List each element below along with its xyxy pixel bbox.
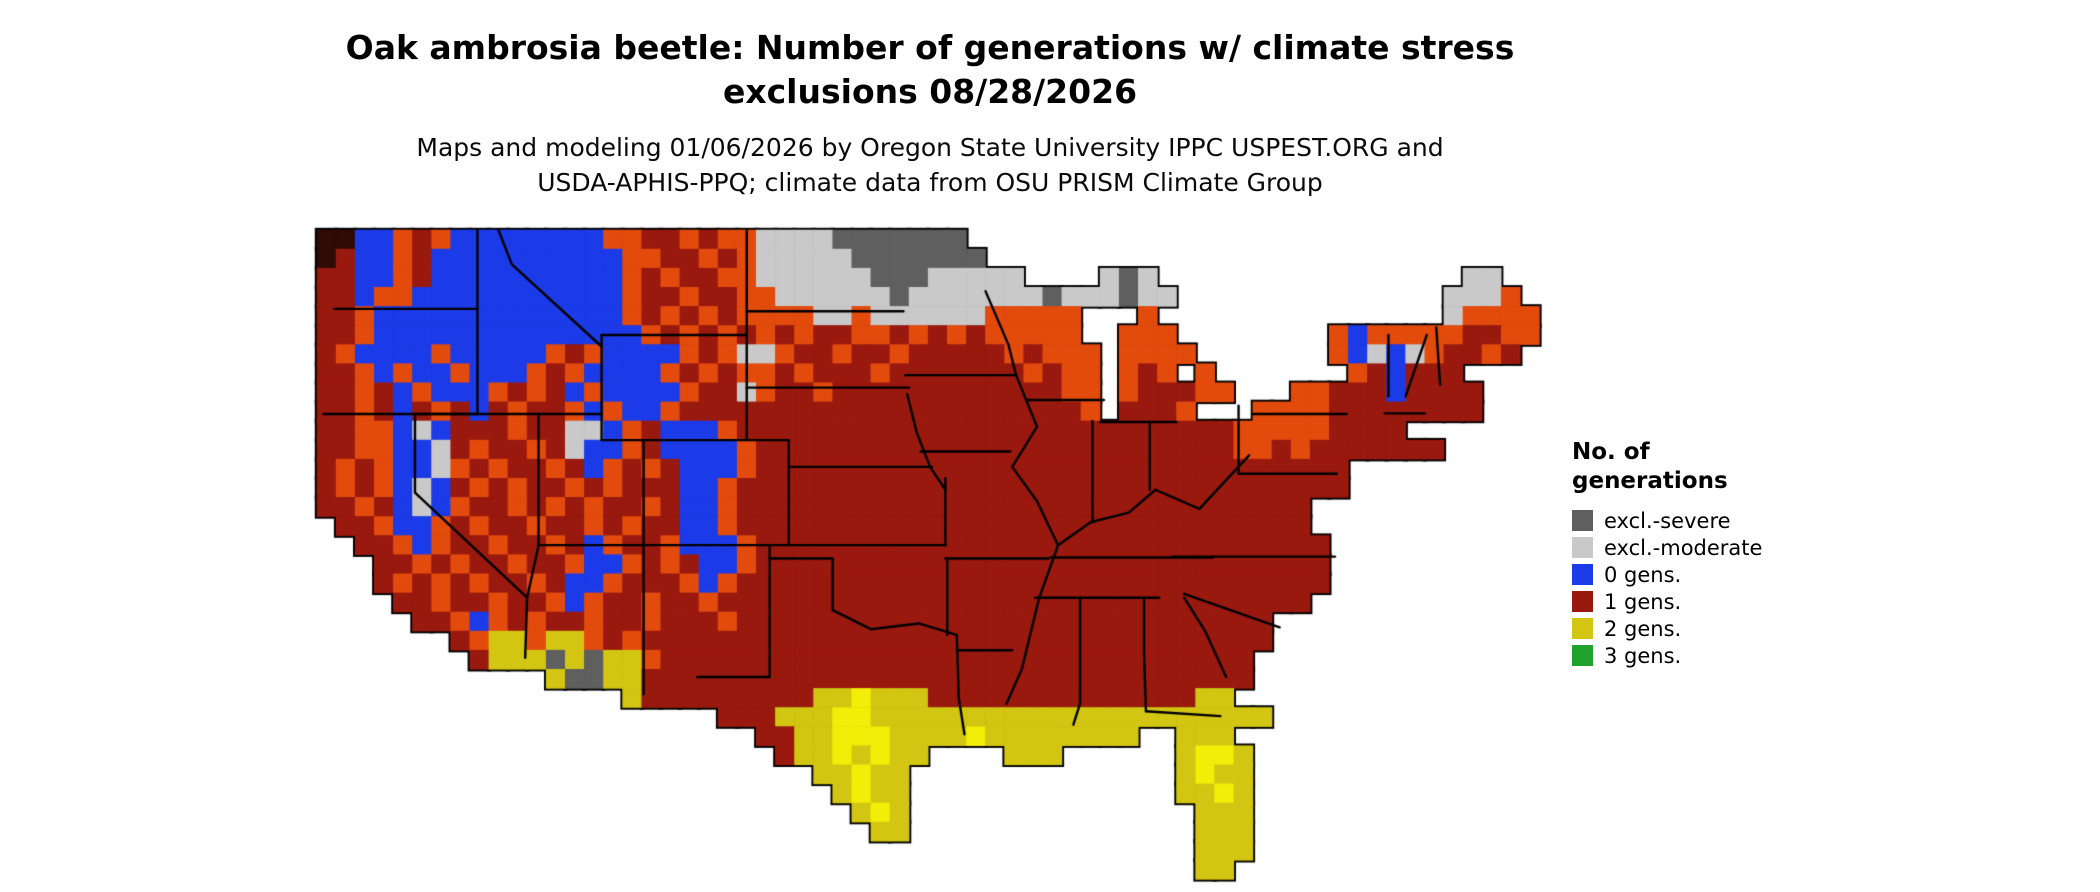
legend-title-line2: generations [1572,467,1728,494]
legend-item: excl.-moderate [1572,535,1762,561]
us-generations-map [313,226,1545,886]
legend-label: excl.-moderate [1604,535,1763,560]
page-title-line1: Oak ambrosia beetle: Number of generatio… [345,28,1515,67]
legend: No. of generations excl.-severe excl.-mod… [1572,438,1762,670]
legend-swatch [1572,537,1593,558]
legend-item: 0 gens. [1572,562,1762,588]
legend-item: 2 gens. [1572,616,1762,642]
page-title: Oak ambrosia beetle: Number of generatio… [0,26,1860,113]
legend-label: excl.-severe [1604,508,1731,533]
legend-label: 0 gens. [1604,562,1682,587]
legend-swatch [1572,564,1593,585]
legend-swatch [1572,591,1593,612]
legend-item: 1 gens. [1572,589,1762,615]
page-subtitle-line2: USDA-APHIS-PPQ; climate data from OSU PR… [537,167,1323,197]
legend-item: 3 gens. [1572,643,1762,669]
legend-swatch [1572,510,1593,531]
page-subtitle: Maps and modeling 01/06/2026 by Oregon S… [0,131,1860,200]
legend-label: 1 gens. [1604,589,1682,614]
legend-label: 2 gens. [1604,616,1682,641]
legend-swatch [1572,618,1593,639]
page-subtitle-line1: Maps and modeling 01/06/2026 by Oregon S… [416,133,1444,163]
legend-label: 3 gens. [1604,643,1682,668]
page-title-line2: exclusions 08/28/2026 [722,71,1138,111]
legend-title-line1: No. of [1572,439,1650,465]
legend-items: excl.-severe excl.-moderate 0 gens. 1 gens.… [1572,508,1762,669]
title-block: Oak ambrosia beetle: Number of generatio… [0,26,1860,200]
legend-swatch [1572,645,1593,666]
legend-item: excl.-severe [1572,508,1762,534]
legend-title: No. of generations [1572,438,1762,496]
